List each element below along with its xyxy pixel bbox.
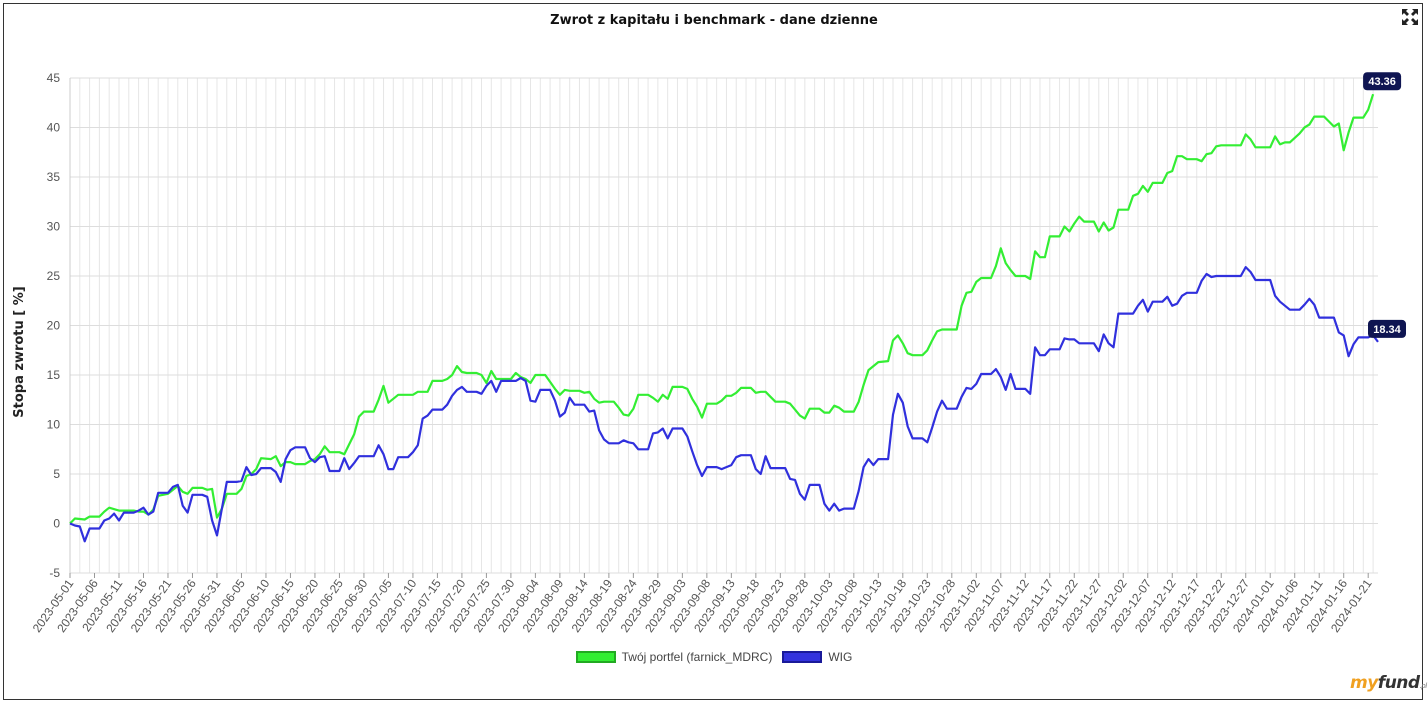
y-tick-label: 30 (47, 220, 61, 234)
y-tick-label: 45 (47, 71, 61, 85)
y-tick-label: 35 (47, 170, 61, 184)
y-tick-label: 0 (53, 517, 60, 531)
chart-grid (69, 77, 1378, 574)
end-label-box (1363, 72, 1402, 91)
legend-swatch-wig (782, 651, 823, 663)
y-tick-label: 15 (47, 368, 61, 382)
chart-frame (3, 3, 1423, 700)
end-label-box (1368, 319, 1406, 338)
y-tick-label: 5 (53, 467, 60, 481)
legend-item-portfolio[interactable]: Twój portfel (farnick_MDRC) (575, 650, 773, 664)
chart-series (69, 93, 1379, 543)
y-axis: -5 0 5 10 15 20 25 30 35 40 45 (47, 71, 71, 580)
series-line-portfolio (69, 93, 1375, 525)
y-tick-label: -5 (49, 566, 60, 580)
y-tick-label: 40 (47, 121, 61, 135)
myfund-logo: myfund.pl (1350, 673, 1427, 693)
series-line-wig (69, 266, 1379, 543)
y-axis-label: Stopa zwrotu [ %] (12, 286, 27, 417)
y-tick-label: 10 (47, 418, 61, 432)
end-label-text: 18.34 (1373, 324, 1401, 336)
end-label-wig: 18.34 (1368, 319, 1406, 338)
legend-item-wig[interactable]: WIG (782, 650, 852, 664)
chart-title: Zwrot z kapitału i benchmark - dane dzie… (550, 13, 878, 28)
x-axis: 2023-05-012023-05-062023-05-112023-05-16… (30, 573, 1375, 635)
legend: Twój portfel (farnick_MDRC) WIG (0, 650, 1428, 664)
end-label-text: 43.36 (1368, 76, 1396, 88)
legend-label-wig: WIG (828, 650, 853, 664)
fullscreen-icon[interactable] (1401, 8, 1419, 26)
y-tick-label: 20 (47, 319, 61, 333)
y-tick-label: 25 (47, 269, 61, 283)
end-label-portfolio: 43.36 (1363, 72, 1402, 91)
end-labels: 43.36 18.34 (1363, 72, 1406, 338)
legend-label-portfolio: Twój portfel (farnick_MDRC) (621, 650, 773, 664)
legend-swatch-portfolio (575, 651, 616, 663)
